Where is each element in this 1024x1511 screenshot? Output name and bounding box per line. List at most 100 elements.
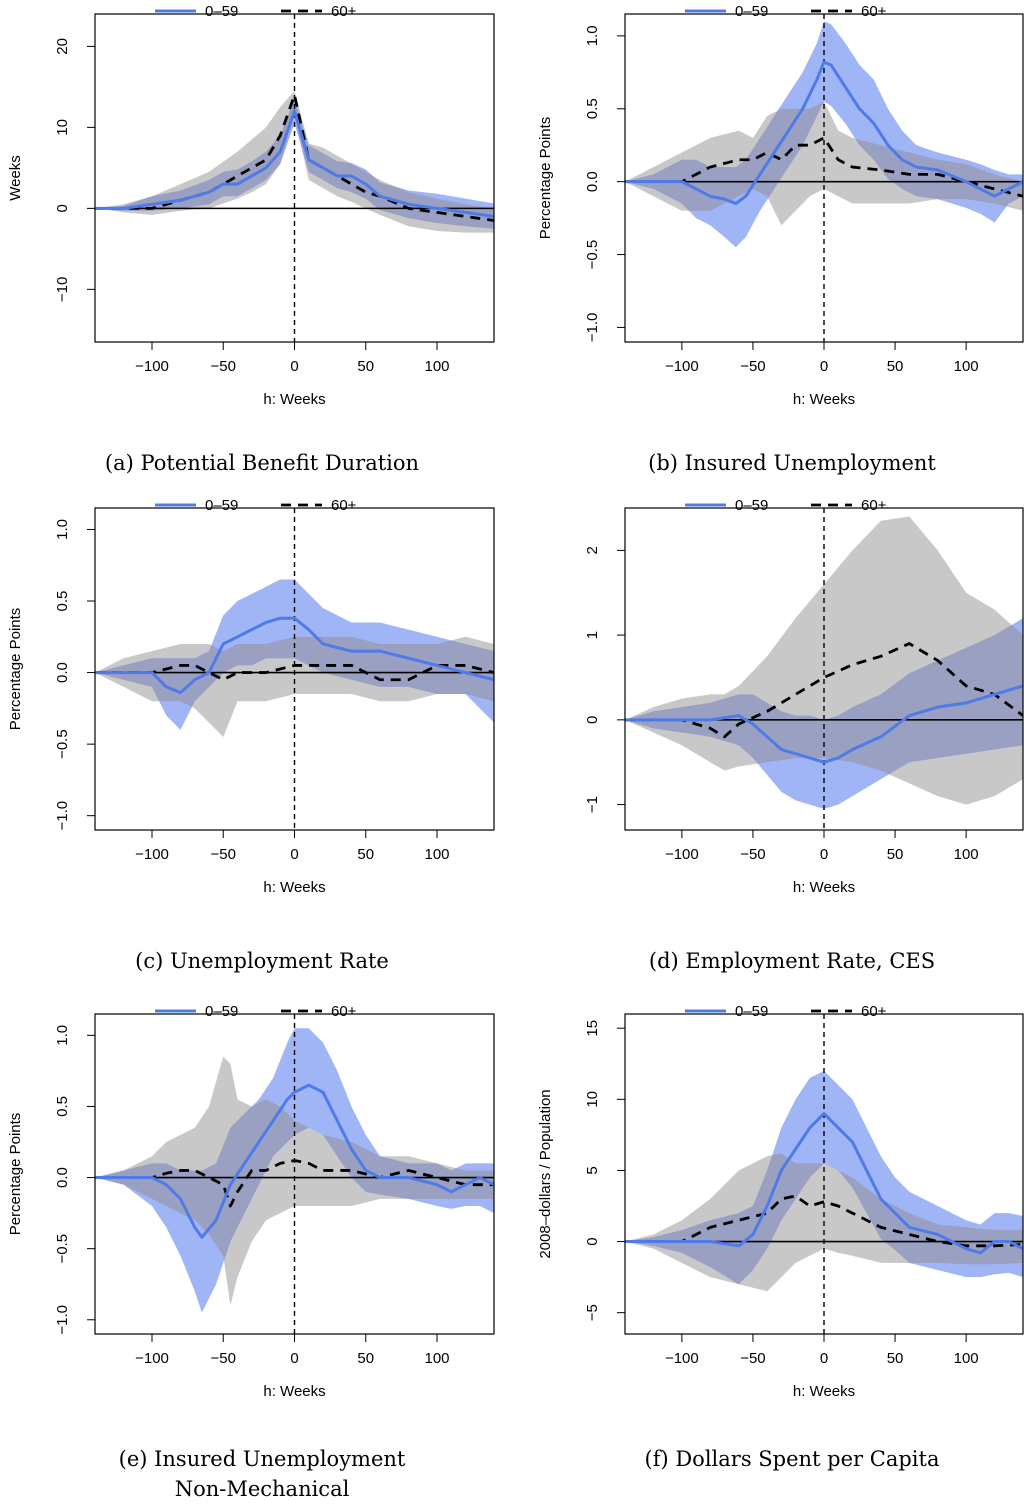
x-tick-label: −50 bbox=[740, 358, 765, 375]
y-tick-label: −1.0 bbox=[584, 313, 601, 343]
x-tick-label: 50 bbox=[887, 358, 904, 375]
legend: 0–59 60+ bbox=[685, 1003, 887, 1020]
x-axis-title: h: Weeks bbox=[263, 1383, 325, 1400]
y-tick-label: 10 bbox=[54, 119, 71, 136]
plot-area bbox=[625, 1014, 1023, 1334]
y-tick-label: 1.0 bbox=[54, 1025, 71, 1046]
y-tick-label: 15 bbox=[584, 1020, 601, 1037]
x-tick-label: 50 bbox=[357, 1350, 374, 1367]
legend-label-60plus: 60+ bbox=[331, 497, 357, 514]
series-line-60plus bbox=[625, 136, 1023, 198]
x-tick-label: 0 bbox=[290, 1350, 298, 1367]
y-axis-title: Percentage Points bbox=[7, 1113, 24, 1236]
x-axis-title: h: Weeks bbox=[793, 879, 855, 896]
y-axis-title: 2008–dollars / Population bbox=[537, 1089, 554, 1258]
x-axis-title: h: Weeks bbox=[793, 391, 855, 408]
series-line-60plus bbox=[625, 642, 1023, 739]
plot-area bbox=[95, 508, 494, 830]
chart-panel-e: −100 −50 0 50 100 −1.0 −0.5 0.0 0.5 1.0 h: Weeks Pe… bbox=[7, 1003, 495, 1501]
chart-panel-d: −100 −50 0 50 100 −1 0 1 2 h: Weeks 0–59 60+ (d) Emp… bbox=[584, 497, 1024, 973]
confidence-band-overlap bbox=[625, 101, 1023, 226]
x-tick-label: −50 bbox=[211, 1350, 236, 1367]
x-tick-label: −50 bbox=[740, 846, 765, 863]
y-tick-label: 0.5 bbox=[54, 1096, 71, 1117]
plot-area bbox=[95, 1014, 494, 1334]
y-tick-label: 0.0 bbox=[584, 171, 601, 192]
legend: 0–59 60+ bbox=[685, 3, 887, 20]
legend-label-0-59: 0–59 bbox=[735, 3, 768, 20]
panel-caption: (e) Insured Unemployment bbox=[119, 1447, 406, 1471]
y-tick-label: −0.5 bbox=[584, 240, 601, 270]
y-tick-label: 0 bbox=[54, 204, 71, 212]
y-tick-label: 0 bbox=[584, 716, 601, 724]
x-tick-label: 0 bbox=[820, 1350, 828, 1367]
legend-label-0-59: 0–59 bbox=[205, 1003, 238, 1020]
x-tick-label: 50 bbox=[887, 846, 904, 863]
series-line-0-59 bbox=[95, 616, 494, 695]
y-tick-label: 1.0 bbox=[54, 519, 71, 540]
x-tick-label: −100 bbox=[665, 358, 699, 375]
y-tick-label: 0 bbox=[584, 1237, 601, 1245]
panel-caption: (c) Unemployment Rate bbox=[135, 949, 389, 973]
y-tick-label: 1.0 bbox=[584, 25, 601, 46]
panel-caption: (f) Dollars Spent per Capita bbox=[645, 1447, 940, 1471]
x-tick-label: −100 bbox=[135, 358, 169, 375]
legend-label-60plus: 60+ bbox=[861, 3, 887, 20]
legend-label-0-59: 0–59 bbox=[205, 3, 238, 20]
series-line-0-59 bbox=[625, 60, 1023, 206]
legend-label-60plus: 60+ bbox=[331, 3, 357, 20]
confidence-band-0-59 bbox=[95, 1028, 494, 1313]
y-tick-label: 0.5 bbox=[584, 98, 601, 119]
x-tick-label: 0 bbox=[820, 358, 828, 375]
x-tick-label: 100 bbox=[954, 846, 979, 863]
series-line-0-59 bbox=[95, 1083, 494, 1239]
legend-label-60plus: 60+ bbox=[331, 1003, 357, 1020]
panel-caption: Non-Mechanical bbox=[175, 1477, 350, 1501]
panel-caption: (d) Employment Rate, CES bbox=[649, 949, 935, 973]
confidence-band-60plus bbox=[95, 1056, 494, 1306]
x-tick-label: 0 bbox=[290, 846, 298, 863]
x-tick-label: −50 bbox=[211, 358, 236, 375]
y-tick-label: 2 bbox=[584, 546, 601, 554]
y-tick-label: −0.5 bbox=[54, 1234, 71, 1264]
y-tick-label: −10 bbox=[54, 277, 71, 302]
legend-label-0-59: 0–59 bbox=[735, 497, 768, 514]
plot-area bbox=[625, 508, 1023, 830]
x-tick-label: 0 bbox=[290, 358, 298, 375]
y-tick-label: 0.5 bbox=[54, 591, 71, 612]
x-tick-label: −100 bbox=[665, 1350, 699, 1367]
y-tick-label: 10 bbox=[584, 1091, 601, 1108]
y-tick-label: 5 bbox=[584, 1166, 601, 1174]
x-tick-label: 50 bbox=[887, 1350, 904, 1367]
chart-panel-c: −100 −50 0 50 100 −1.0 −0.5 0.0 0.5 1.0 h: Weeks Pe… bbox=[7, 497, 495, 973]
series-line-0-59 bbox=[95, 109, 494, 218]
legend-label-60plus: 60+ bbox=[861, 1003, 887, 1020]
x-tick-label: 100 bbox=[424, 1350, 449, 1367]
x-tick-label: −100 bbox=[135, 1350, 169, 1367]
chart-panel-b: −100 −50 0 50 100 −1.0 −0.5 0.0 0.5 1.0 h: Weeks Pe… bbox=[537, 3, 1024, 475]
legend: 0–59 60+ bbox=[685, 497, 887, 514]
legend: 0–59 60+ bbox=[155, 497, 357, 514]
plot-area bbox=[625, 14, 1023, 342]
x-tick-label: −100 bbox=[135, 846, 169, 863]
y-tick-label: −1 bbox=[584, 796, 601, 813]
x-tick-label: 0 bbox=[820, 846, 828, 863]
series-line-60plus bbox=[95, 1159, 494, 1208]
x-tick-label: −50 bbox=[211, 846, 236, 863]
x-tick-label: −50 bbox=[740, 1350, 765, 1367]
x-tick-label: 100 bbox=[954, 358, 979, 375]
x-tick-label: 50 bbox=[357, 358, 374, 375]
y-tick-label: −5 bbox=[584, 1304, 601, 1321]
y-tick-label: −1.0 bbox=[54, 801, 71, 831]
x-tick-label: 100 bbox=[954, 1350, 979, 1367]
x-tick-label: 100 bbox=[424, 846, 449, 863]
y-axis-title: Percentage Points bbox=[7, 608, 24, 731]
series-line-60plus bbox=[625, 1194, 1023, 1248]
legend-label-60plus: 60+ bbox=[861, 497, 887, 514]
panel-caption: (b) Insured Unemployment bbox=[648, 451, 936, 475]
series-line-0-59 bbox=[625, 684, 1023, 764]
y-axis-title: Percentage Points bbox=[537, 117, 554, 240]
